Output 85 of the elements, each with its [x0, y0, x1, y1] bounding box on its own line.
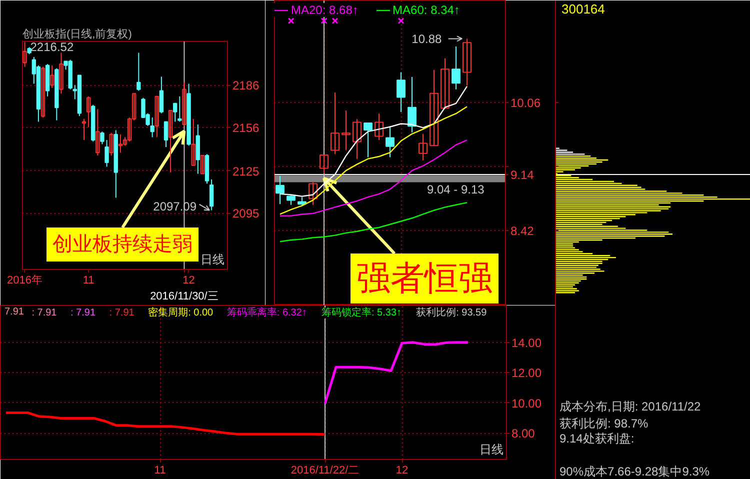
- candlestick: [286, 195, 296, 206]
- candlestick: [168, 110, 173, 173]
- x-tick-label: 12: [182, 274, 195, 286]
- y-tick-label: 2125: [232, 164, 260, 178]
- y-tick-label: 8.00: [512, 426, 536, 441]
- ref-line-label: 9.14: [510, 168, 534, 182]
- x-tick-label: 2016年: [7, 274, 43, 286]
- candlestick: [82, 118, 86, 141]
- candlestick: [200, 155, 205, 174]
- candlestick: [191, 118, 196, 166]
- annotation: 密集周期: 0.00: [148, 306, 214, 318]
- candlestick: [440, 58, 450, 110]
- annotation: : 7.91: [70, 308, 96, 318]
- legend-label: MA20: 8.68↑: [291, 3, 358, 17]
- annotation: 强者恒强: [356, 260, 492, 298]
- line-series: [279, 202, 468, 242]
- line-series: [324, 341, 470, 405]
- candlestick: [196, 124, 200, 174]
- y-tick-label: 14.00: [512, 336, 542, 350]
- y-tick-label: 12.00: [512, 366, 542, 380]
- candlestick: [118, 134, 123, 154]
- y-tick-label: 10.00: [512, 396, 542, 410]
- y-tick-label: 8.42: [510, 224, 534, 238]
- candlestick: [308, 182, 318, 206]
- candlestick: [178, 96, 182, 122]
- y-tick-label: 10.06: [510, 96, 541, 110]
- annotation: 2216.52: [30, 40, 74, 54]
- candlestick: [173, 102, 178, 122]
- x-tick-label: 2016/11/22/二: [290, 464, 360, 476]
- candlestick: [342, 110, 350, 151]
- candlestick: [40, 66, 46, 118]
- candlestick: [430, 69, 438, 146]
- annotation: 日线: [200, 252, 224, 266]
- candlestick: [22, 42, 27, 68]
- annotation: 筹码锁定率: 5.33↑: [322, 306, 402, 318]
- x-tick-label: 2016/11/30/三: [150, 290, 218, 302]
- candlestick: [276, 176, 284, 205]
- annotation: : 7.91: [109, 308, 135, 318]
- candlestick: [462, 38, 472, 86]
- candlestick: [50, 64, 54, 88]
- band-label: 9.04 - 9.13: [426, 182, 485, 196]
- y-tick-label: 2156: [232, 120, 260, 135]
- legend-label: MA60: 8.34↑: [392, 3, 460, 17]
- candlestick: [100, 131, 104, 145]
- x-tick-label: 11: [82, 274, 94, 286]
- candlestick: [182, 82, 186, 126]
- candlestick: [452, 46, 460, 90]
- annotation: 日线: [480, 442, 504, 456]
- candlestick: [164, 121, 168, 148]
- annotation: 7.91: [4, 306, 24, 318]
- candlestick: [154, 96, 159, 138]
- candlestick: [352, 118, 362, 160]
- candlestick: [408, 76, 416, 133]
- y-tick-label: 2095: [232, 206, 260, 221]
- candlestick: [364, 122, 372, 158]
- candlestick: [320, 154, 328, 174]
- candlestick: [374, 113, 384, 141]
- candlestick: [159, 76, 164, 114]
- candlestick: [109, 132, 114, 156]
- candlestick: [418, 133, 428, 161]
- annotation: 90%成本7.66-9.28集中9.3%: [560, 464, 710, 478]
- annotation: 获利比例: 93.59: [416, 306, 488, 318]
- candlestick: [150, 117, 154, 138]
- annotation: 创业板持续走弱: [52, 234, 192, 256]
- candlestick: [104, 140, 109, 168]
- chart-title: 300164: [562, 2, 605, 16]
- annotation: 筹码乖离率: 6.32↑: [226, 306, 307, 318]
- candlestick: [209, 178, 214, 211]
- annotation: 10.88: [412, 32, 442, 46]
- candlestick: [330, 92, 340, 155]
- candlestick: [386, 126, 394, 158]
- line-series: [4, 412, 326, 436]
- candlestick: [136, 52, 141, 92]
- chart-title: 创业板指(日线,前复权): [22, 28, 132, 40]
- candlestick: [396, 72, 406, 113]
- annotation: 成本分布,日期: 2016/11/22: [560, 400, 701, 414]
- annotation: : 7.91: [32, 308, 58, 318]
- annotation: 获利比例: 98.7%: [560, 416, 649, 430]
- x-tick-label: 11: [154, 464, 166, 476]
- candlestick: [59, 52, 64, 94]
- candlestick: [86, 96, 91, 128]
- candlestick: [96, 108, 100, 156]
- annotation: 9.14处获利盘:: [560, 432, 634, 446]
- y-tick-label: 2186: [232, 78, 260, 93]
- x-tick-label: 12: [396, 464, 408, 476]
